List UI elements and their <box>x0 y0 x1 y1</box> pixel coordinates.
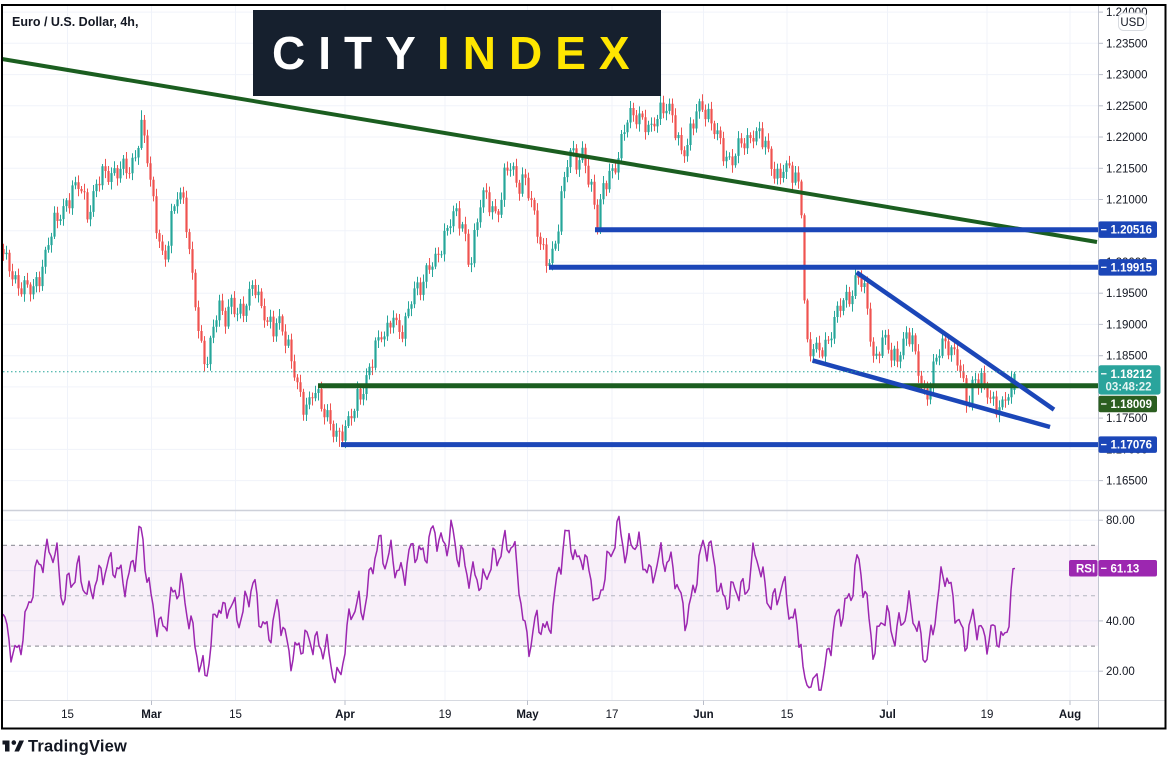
svg-text:Apr: Apr <box>335 709 355 721</box>
svg-text:1.23500: 1.23500 <box>1106 38 1148 50</box>
svg-text:80.00: 80.00 <box>1106 515 1135 527</box>
svg-text:1.19000: 1.19000 <box>1106 319 1148 331</box>
svg-text:17: 17 <box>606 709 619 721</box>
svg-text:1.22500: 1.22500 <box>1106 101 1148 113</box>
svg-text:1.18500: 1.18500 <box>1106 351 1148 363</box>
svg-text:1.22000: 1.22000 <box>1106 132 1148 144</box>
svg-text:40.00: 40.00 <box>1106 616 1135 628</box>
svg-text:15: 15 <box>61 709 74 721</box>
svg-text:May: May <box>516 709 539 721</box>
svg-text:1.19915: 1.19915 <box>1111 262 1153 274</box>
svg-text:Mar: Mar <box>141 709 162 721</box>
svg-text:1.20516: 1.20516 <box>1111 225 1153 237</box>
svg-text:20.00: 20.00 <box>1106 666 1135 678</box>
svg-text:Jun: Jun <box>693 709 713 721</box>
svg-text:1.23000: 1.23000 <box>1106 70 1148 82</box>
svg-text:Euro / U.S. Dollar, 4h,: Euro / U.S. Dollar, 4h, <box>12 15 138 29</box>
svg-text:RSI: RSI <box>1076 563 1095 575</box>
svg-text:03:48:22: 03:48:22 <box>1106 382 1152 394</box>
svg-text:1.17500: 1.17500 <box>1106 413 1148 425</box>
svg-text:1.18212: 1.18212 <box>1111 369 1153 381</box>
svg-text:61.13: 61.13 <box>1111 563 1140 575</box>
svg-text:USD: USD <box>1120 17 1144 29</box>
svg-text:Aug: Aug <box>1059 709 1081 721</box>
svg-text:15: 15 <box>229 709 242 721</box>
svg-text:Jul: Jul <box>879 709 896 721</box>
svg-text:19: 19 <box>981 709 994 721</box>
svg-text:TradingView: TradingView <box>28 738 127 756</box>
svg-text:19: 19 <box>439 709 452 721</box>
svg-text:1.18009: 1.18009 <box>1111 399 1153 411</box>
svg-text:1.19500: 1.19500 <box>1106 288 1148 300</box>
svg-text:15: 15 <box>781 709 794 721</box>
svg-text:1.17076: 1.17076 <box>1111 440 1153 452</box>
svg-text:1.21500: 1.21500 <box>1106 163 1148 175</box>
svg-text:1.21000: 1.21000 <box>1106 195 1148 207</box>
svg-text:1.16500: 1.16500 <box>1106 476 1148 488</box>
